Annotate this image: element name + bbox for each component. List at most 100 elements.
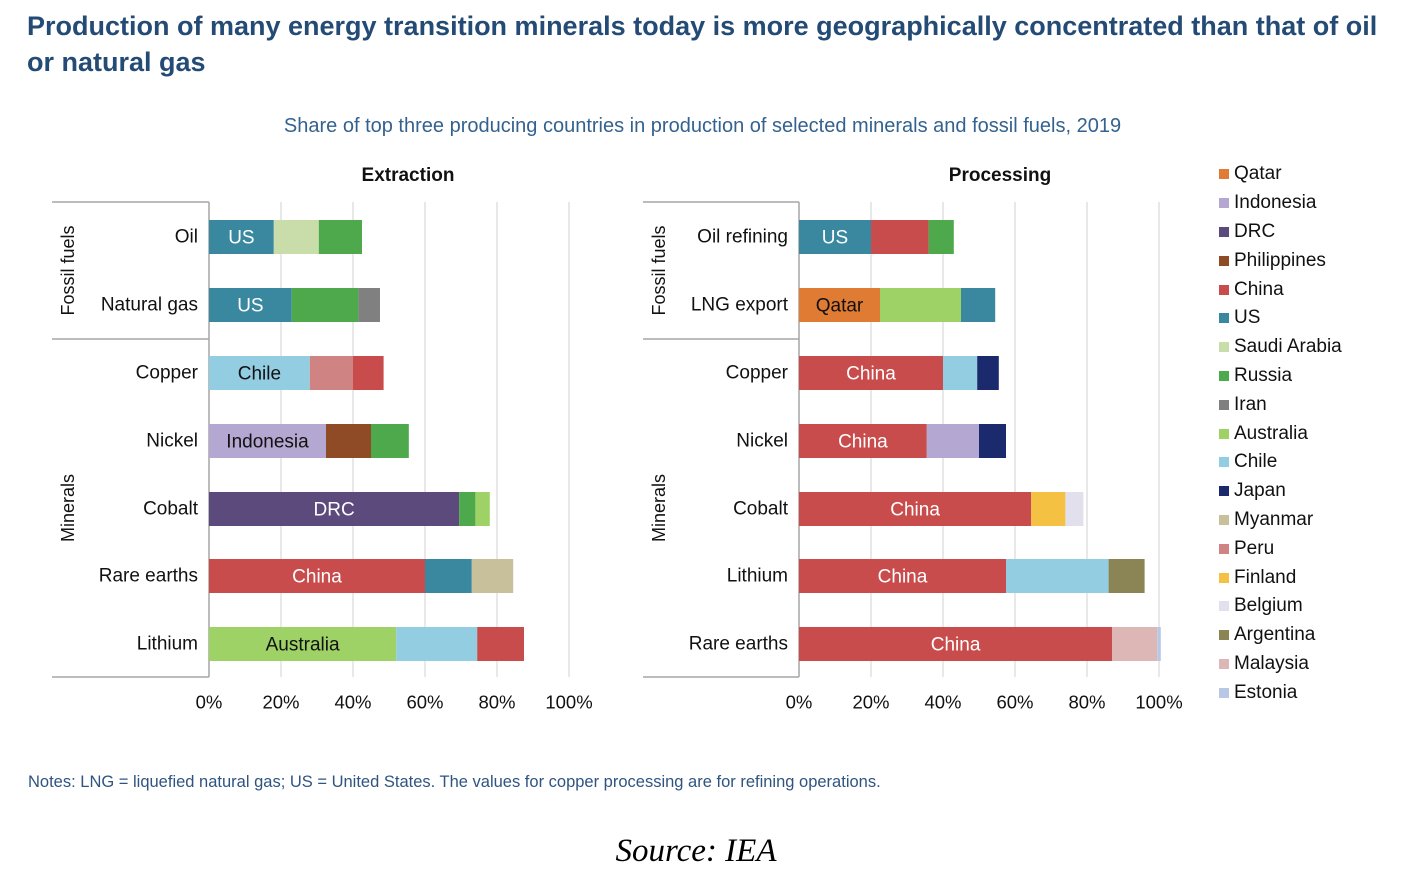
extraction-bar-copper-chile <box>209 356 310 390</box>
processing-bar-lng-export-qatar <box>799 288 880 322</box>
extraction-data-label-copper: Chile <box>238 364 281 385</box>
notes: Notes: LNG = liquefied natural gas; US =… <box>28 773 881 791</box>
legend-swatch <box>1219 342 1229 353</box>
legend-label: Malaysia <box>1234 652 1309 674</box>
legend-item-drc: DRC <box>1219 218 1399 247</box>
processing-x-tick-label: 40% <box>924 692 961 713</box>
legend-label: Myanmar <box>1234 508 1314 530</box>
legend-label: Indonesia <box>1234 192 1317 214</box>
legend-label: Philippines <box>1234 249 1326 271</box>
legend-item-myanmar: Myanmar <box>1219 506 1399 535</box>
legend-swatch <box>1219 658 1229 669</box>
extraction-bar-rare-earths-us <box>425 559 472 593</box>
processing-category-label-lng-export: LNG export <box>691 295 789 316</box>
legend-item-belgium: Belgium <box>1219 592 1399 621</box>
legend-label: Russia <box>1234 364 1293 386</box>
legend-swatch <box>1219 630 1229 641</box>
extraction-bar-nickel-philippines <box>326 424 371 458</box>
processing-bar-oil-refining-china <box>871 220 929 254</box>
extraction-bar-cobalt-australia <box>475 492 490 526</box>
processing-bar-rare-earths-china <box>799 627 1113 661</box>
processing-bar-copper-china <box>799 356 943 390</box>
processing-data-label-rare-earths: China <box>931 635 981 656</box>
extraction-bar-cobalt-drc <box>209 492 460 526</box>
processing-x-tick-label: 100% <box>1135 692 1182 713</box>
extraction-bar-copper-china <box>353 356 384 390</box>
processing-bar-lithium-chile <box>1006 559 1109 593</box>
processing-category-label-rare-earths: Rare earths <box>689 634 788 655</box>
extraction-category-label-cobalt: Cobalt <box>143 499 199 520</box>
legend-swatch <box>1219 226 1229 237</box>
processing-category-label-oil-refining: Oil refining <box>697 227 788 248</box>
extraction-bar-oil-saudi-arabia <box>273 220 319 254</box>
legend-label: Iran <box>1234 393 1267 415</box>
processing-group-label-minerals: Minerals <box>649 474 669 542</box>
extraction-bar-rare-earths-china <box>209 559 425 593</box>
legend-item-qatar: Qatar <box>1219 160 1399 189</box>
extraction-bar-copper-peru <box>309 356 353 390</box>
legend-swatch <box>1219 572 1229 583</box>
legend: Qatar Indonesia DRC Philippines China US Saudi… <box>1219 160 1399 707</box>
processing-panel-title: Processing <box>949 165 1051 186</box>
legend-swatch <box>1219 370 1229 381</box>
legend-swatch <box>1219 169 1229 180</box>
legend-swatch <box>1219 284 1229 295</box>
extraction-data-label-cobalt: DRC <box>314 500 355 521</box>
processing-bar-lithium-china <box>799 559 1006 593</box>
processing-bar-cobalt-china <box>799 492 1032 526</box>
legend-item-japan: Japan <box>1219 477 1399 506</box>
extraction-category-label-nickel: Nickel <box>146 431 198 452</box>
legend-label: Belgium <box>1234 595 1303 617</box>
processing-category-label-copper: Copper <box>726 363 789 384</box>
legend-item-australia: Australia <box>1219 419 1399 448</box>
processing-x-tick-label: 80% <box>1068 692 1105 713</box>
processing-group-label-fossil-fuels: Fossil fuels <box>649 225 669 315</box>
source-credit: Source: IEA <box>615 833 777 869</box>
extraction-data-label-oil: US <box>228 228 254 249</box>
legend-item-argentina: Argentina <box>1219 621 1399 650</box>
extraction-bar-nickel-russia <box>371 424 409 458</box>
processing-bar-cobalt-finland <box>1031 492 1066 526</box>
extraction-bar-lithium-china <box>477 627 524 661</box>
legend-swatch <box>1219 514 1229 525</box>
processing-bar-lithium-argentina <box>1108 559 1145 593</box>
processing-bar-oil-refining-us <box>799 220 871 254</box>
legend-swatch <box>1219 428 1229 439</box>
legend-item-malaysia: Malaysia <box>1219 650 1399 679</box>
extraction-bar-natural-gas-iran <box>358 288 380 322</box>
legend-label: Japan <box>1234 480 1286 502</box>
processing-data-label-cobalt: China <box>890 500 940 521</box>
legend-swatch <box>1219 601 1229 612</box>
legend-swatch <box>1219 399 1229 410</box>
extraction-category-label-oil: Oil <box>175 227 198 248</box>
legend-item-chile: Chile <box>1219 448 1399 477</box>
processing-bar-lng-export-us <box>961 288 996 322</box>
processing-bar-rare-earths-malaysia <box>1112 627 1158 661</box>
legend-swatch <box>1219 486 1229 497</box>
extraction-bar-cobalt-russia <box>459 492 476 526</box>
legend-item-peru: Peru <box>1219 534 1399 563</box>
extraction-x-tick-label: 40% <box>334 692 371 713</box>
processing-bar-copper-japan <box>977 356 999 390</box>
extraction-bar-nickel-indonesia <box>209 424 326 458</box>
legend-label: Australia <box>1234 422 1308 444</box>
extraction-category-label-lithium: Lithium <box>137 634 198 655</box>
processing-data-label-nickel: China <box>838 432 888 453</box>
processing-bar-nickel-japan <box>979 424 1006 458</box>
extraction-data-label-lithium: Australia <box>266 635 340 656</box>
legend-item-saudi-arabia: Saudi Arabia <box>1219 333 1399 362</box>
extraction-x-tick-label: 60% <box>406 692 443 713</box>
legend-label: DRC <box>1234 220 1276 242</box>
legend-item-russia: Russia <box>1219 362 1399 391</box>
processing-x-tick-label: 60% <box>996 692 1033 713</box>
extraction-group-label-minerals: Minerals <box>58 474 78 542</box>
processing-x-tick-label: 0% <box>786 692 813 713</box>
legend-swatch <box>1219 313 1229 324</box>
processing-bar-nickel-indonesia <box>926 424 979 458</box>
chart-subtitle: Share of top three producing countries i… <box>283 115 1122 137</box>
extraction-bar-natural-gas-us <box>209 288 292 322</box>
processing-data-label-lithium: China <box>878 567 928 588</box>
legend-item-iran: Iran <box>1219 390 1399 419</box>
extraction-x-tick-label: 20% <box>262 692 299 713</box>
page-title: Production of many energy transition min… <box>27 11 1378 77</box>
